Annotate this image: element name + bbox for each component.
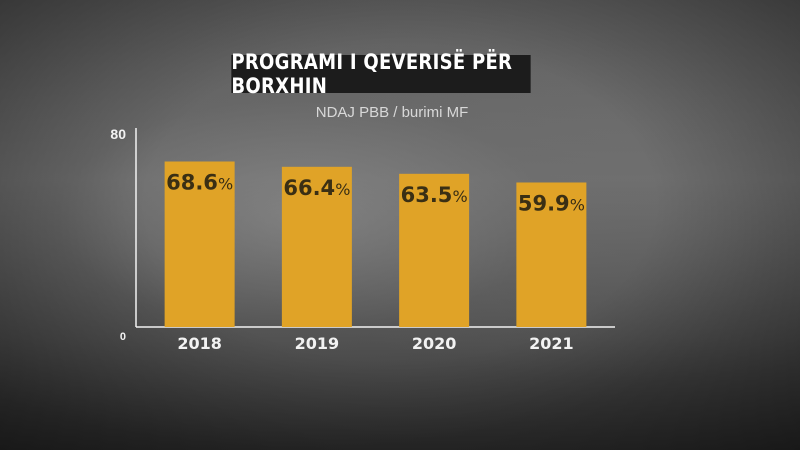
bar-value-label: 66.4% [283, 176, 350, 200]
chart-subtitle-text: NDAJ PBB / burimi MF [315, 104, 469, 121]
x-tick-label: 2019 [295, 334, 340, 353]
bar-value-label: 68.6% [166, 171, 233, 195]
chart-subtitle: NDAJ PBB / burimi MF [0, 104, 800, 121]
bar [399, 173, 470, 327]
bar [516, 182, 587, 327]
bar-value-label: 63.5% [401, 183, 468, 207]
y-tick-label: 80 [110, 126, 126, 142]
y-tick-label: 0 [120, 331, 126, 343]
x-tick-label: 2020 [412, 334, 457, 353]
bar-value-label: 59.9% [518, 191, 585, 215]
bar [281, 166, 352, 327]
bar [164, 161, 235, 327]
x-tick-label: 2021 [529, 334, 574, 353]
x-tick-label: 2018 [177, 334, 222, 353]
